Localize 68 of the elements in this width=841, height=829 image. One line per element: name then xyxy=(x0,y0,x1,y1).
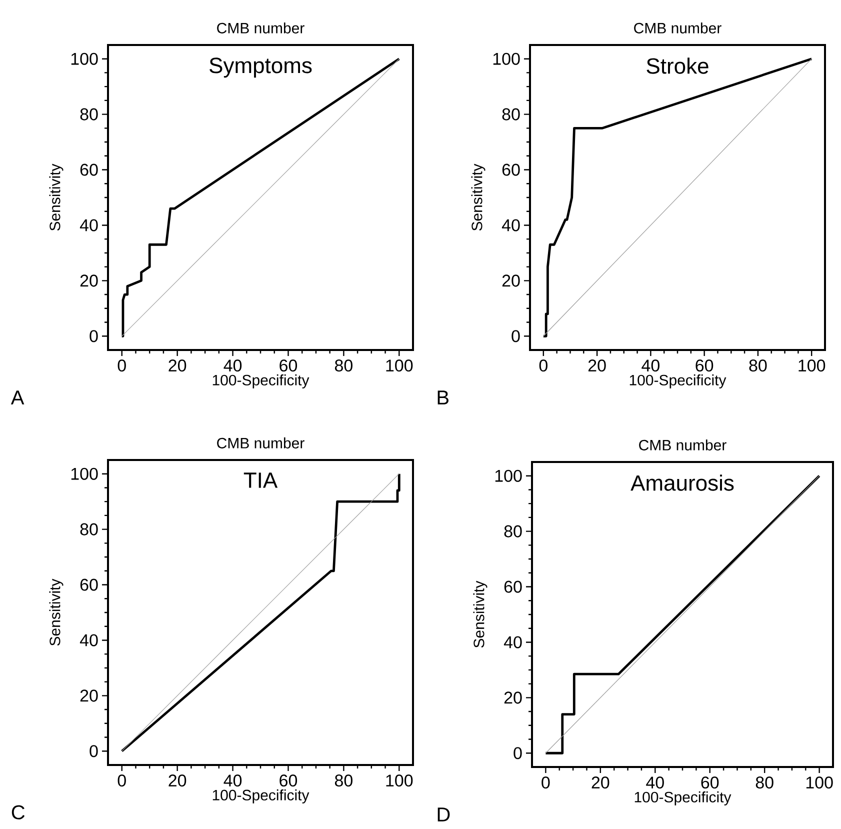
x-tick-label: 80 xyxy=(756,776,774,789)
x-tick-label: 80 xyxy=(334,360,352,372)
text: D xyxy=(438,808,450,822)
y-tick-label: 100 xyxy=(495,470,522,482)
y-tick-label: 40 xyxy=(504,636,522,648)
y-tick-label: 20 xyxy=(504,692,522,704)
x-tick-label: 60 xyxy=(696,360,714,372)
text: Symptoms xyxy=(210,58,312,78)
text: C xyxy=(12,805,25,820)
x-tick-label: 100 xyxy=(806,776,833,789)
x-tick-label: 40 xyxy=(646,776,664,789)
chart-title: CMB number xyxy=(639,439,726,450)
y-axis-title: Sensitivity xyxy=(49,578,64,646)
x-tick-label: 20 xyxy=(168,360,186,372)
x-tick-label: 80 xyxy=(334,774,352,787)
x-tick-label: 100 xyxy=(386,360,413,372)
x-axis-title: 100-Specificity xyxy=(212,789,310,804)
x-tick-label: 80 xyxy=(749,360,767,372)
y-tick-label: 60 xyxy=(504,580,522,593)
x-tick-label: 60 xyxy=(280,774,298,787)
x-tick-label: 0 xyxy=(118,360,126,372)
chart-title: CMB number xyxy=(217,437,304,448)
y-tick-label: 40 xyxy=(80,219,98,232)
x-tick-label: 0 xyxy=(539,360,548,372)
text: A xyxy=(10,390,24,404)
y-axis-title: Sensitivity xyxy=(473,580,488,648)
y-tick-label: 0 xyxy=(514,747,522,760)
y-tick-label: 80 xyxy=(504,525,522,538)
y-tick-label: 40 xyxy=(502,219,520,232)
y-axis-title: Sensitivity xyxy=(471,164,486,231)
x-tick-label: 40 xyxy=(642,360,660,372)
chart-title: CMB number xyxy=(217,22,304,34)
y-tick-label: 100 xyxy=(71,52,98,65)
y-tick-label: 60 xyxy=(80,578,98,591)
chart-title: CMB number xyxy=(634,22,722,34)
x-tick-label: 60 xyxy=(701,776,719,789)
x-tick-label: 0 xyxy=(118,774,126,787)
x-tick-label: 40 xyxy=(224,774,242,787)
y-tick-label: 0 xyxy=(512,330,520,342)
y-tick-label: 20 xyxy=(502,274,520,287)
text: B xyxy=(438,390,448,404)
x-tick-label: 20 xyxy=(168,774,186,787)
x-tick-label: 100 xyxy=(798,360,826,372)
x-tick-label: 20 xyxy=(588,360,606,372)
y-tick-label: 80 xyxy=(80,108,98,120)
y-tick-label: 20 xyxy=(80,690,98,702)
x-tick-label: 20 xyxy=(592,776,610,789)
x-tick-label: 40 xyxy=(224,360,242,372)
x-tick-label: 0 xyxy=(542,776,550,789)
y-tick-label: 0 xyxy=(90,745,98,758)
y-tick-label: 0 xyxy=(90,330,98,342)
chart-subtitle: Amaurosis xyxy=(630,474,734,491)
y-tick-label: 100 xyxy=(71,468,98,480)
chart-subtitle: TIA xyxy=(244,472,278,488)
y-tick-label: 60 xyxy=(502,164,520,176)
y-tick-label: 80 xyxy=(502,108,520,120)
y-tick-label: 40 xyxy=(80,634,98,646)
x-axis-title: 100-Specificity xyxy=(212,374,310,388)
x-tick-label: 100 xyxy=(386,774,413,787)
x-axis-title: 100-Specificity xyxy=(630,374,726,388)
y-tick-label: 20 xyxy=(80,274,98,287)
x-tick-label: 60 xyxy=(280,360,298,372)
y-tick-label: 100 xyxy=(493,52,520,65)
chart-subtitle: Stroke xyxy=(646,58,708,74)
y-tick-label: 60 xyxy=(80,164,98,176)
y-axis-title: Sensitivity xyxy=(49,164,64,231)
x-axis-title: 100-Specificity xyxy=(634,791,732,806)
y-tick-label: 80 xyxy=(80,523,98,536)
